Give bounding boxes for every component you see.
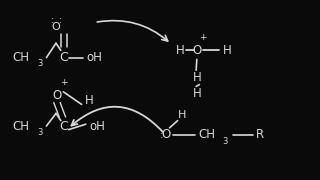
Text: 3: 3 <box>37 128 42 137</box>
Text: H: H <box>178 110 186 120</box>
Text: H: H <box>193 87 202 100</box>
Text: oH: oH <box>89 120 105 132</box>
Text: 3: 3 <box>37 59 42 68</box>
Text: :: : <box>160 130 164 140</box>
Text: O: O <box>52 22 60 32</box>
Text: CH: CH <box>198 129 215 141</box>
Text: H: H <box>85 94 93 107</box>
Text: CH: CH <box>13 51 30 64</box>
Text: 3: 3 <box>222 137 228 146</box>
Text: H: H <box>222 44 231 57</box>
Text: CH: CH <box>13 120 30 132</box>
Text: H: H <box>193 71 202 84</box>
Text: +: + <box>199 33 207 42</box>
Text: +: + <box>60 78 67 87</box>
Text: C: C <box>60 120 68 132</box>
Text: O: O <box>192 44 201 57</box>
Text: oH: oH <box>86 51 102 64</box>
Text: H: H <box>176 44 185 57</box>
Text: O: O <box>52 89 61 102</box>
Text: C: C <box>60 51 68 64</box>
Text: O: O <box>162 129 171 141</box>
Text: :: : <box>51 15 54 25</box>
Text: :: : <box>59 15 62 25</box>
Text: R: R <box>256 129 264 141</box>
